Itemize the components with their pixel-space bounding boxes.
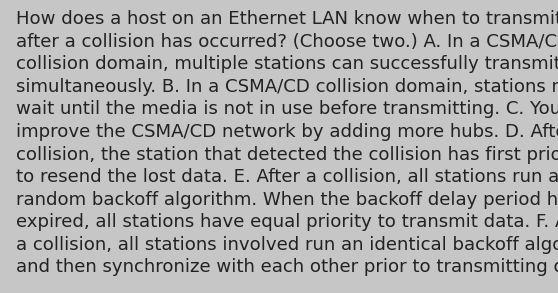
Text: wait until the media is not in use before transmitting. C. You can: wait until the media is not in use befor…: [16, 100, 558, 118]
Text: and then synchronize with each other prior to transmitting data.: and then synchronize with each other pri…: [16, 258, 558, 276]
Text: collision, the station that detected the collision has first priority: collision, the station that detected the…: [16, 146, 558, 163]
Text: random backoff algorithm. When the backoff delay period has: random backoff algorithm. When the backo…: [16, 191, 558, 209]
Text: to resend the lost data. E. After a collision, all stations run a: to resend the lost data. E. After a coll…: [16, 168, 558, 186]
Text: after a collision has occurred? (Choose two.) A. In a CSMA/CD: after a collision has occurred? (Choose …: [16, 33, 558, 51]
Text: improve the CSMA/CD network by adding more hubs. D. After a: improve the CSMA/CD network by adding mo…: [16, 123, 558, 141]
Text: a collision, all stations involved run an identical backoff algorithm: a collision, all stations involved run a…: [16, 236, 558, 254]
Text: collision domain, multiple stations can successfully transmit data: collision domain, multiple stations can …: [16, 55, 558, 73]
Text: expired, all stations have equal priority to transmit data. F. After: expired, all stations have equal priorit…: [16, 213, 558, 231]
Text: simultaneously. B. In a CSMA/CD collision domain, stations must: simultaneously. B. In a CSMA/CD collisio…: [16, 78, 558, 96]
Text: How does a host on an Ethernet LAN know when to transmit: How does a host on an Ethernet LAN know …: [16, 10, 558, 28]
